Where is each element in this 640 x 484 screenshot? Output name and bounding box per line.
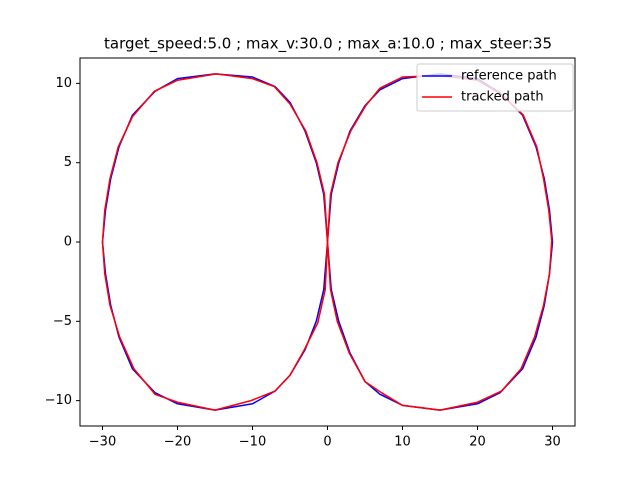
chart-title: target_speed:5.0 ; max_v:30.0 ; max_a:10… — [104, 35, 552, 54]
y-tick-label: 5 — [64, 155, 72, 170]
legend-box — [416, 63, 574, 112]
x-tick-label: 10 — [394, 435, 411, 450]
x-tick-label: −20 — [164, 435, 191, 450]
x-tick-label: 30 — [544, 435, 561, 450]
x-tick-label: 0 — [323, 435, 331, 450]
x-tick-label: 20 — [469, 435, 486, 450]
y-tick-label: 0 — [64, 235, 72, 250]
x-tick-label: −10 — [239, 435, 266, 450]
y-tick-label: −10 — [45, 393, 72, 408]
plot-frame — [79, 57, 576, 427]
x-tick-label: −30 — [89, 435, 116, 450]
y-tick-label: −5 — [53, 314, 72, 329]
legend-label: reference path — [461, 69, 557, 84]
y-tick-label: 10 — [55, 76, 72, 91]
legend-label: tracked path — [461, 90, 544, 105]
series-line — [101, 73, 553, 411]
